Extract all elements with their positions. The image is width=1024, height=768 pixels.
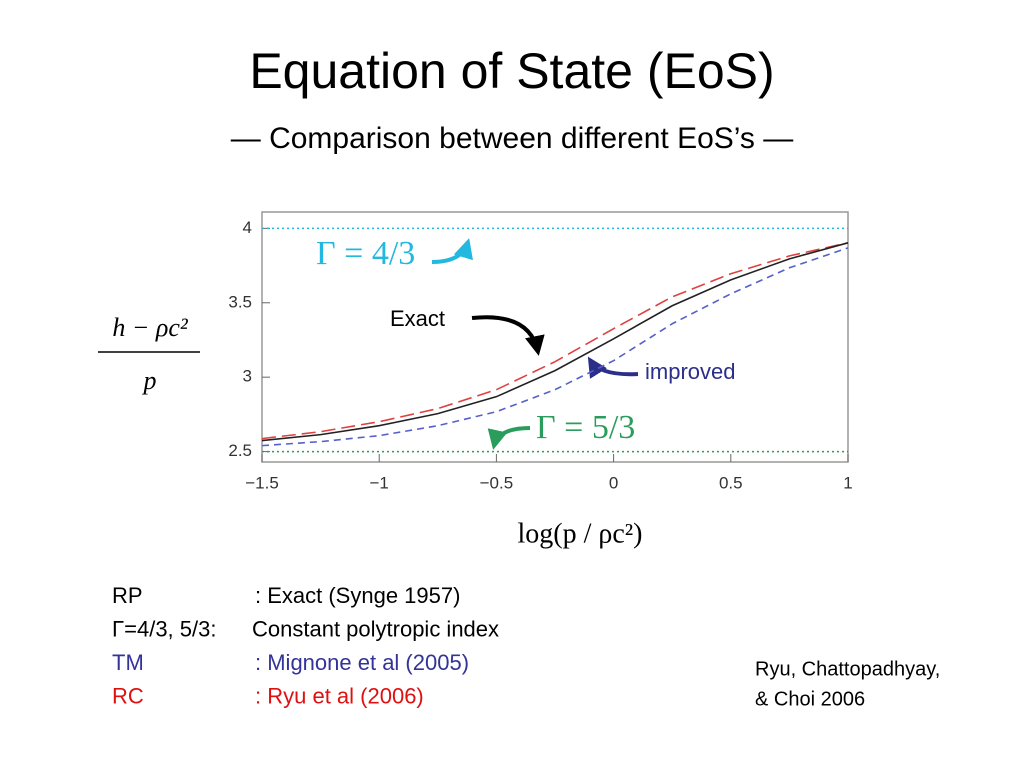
x-tick-label: 0 bbox=[609, 473, 618, 492]
x-tick-label: −0.5 bbox=[480, 473, 514, 492]
note-label: Γ=4/3, 5/3: bbox=[112, 616, 216, 641]
y-tick-label: 3 bbox=[243, 367, 252, 386]
note-text: : Exact (Synge 1957) bbox=[255, 583, 460, 608]
plot-frame bbox=[261, 211, 849, 463]
arrow bbox=[487, 426, 531, 450]
x-tick-label: 0.5 bbox=[719, 473, 743, 492]
title: Equation of State (EoS) bbox=[249, 43, 774, 99]
note-text: : Ryu et al (2006) bbox=[255, 683, 424, 708]
y-label-denominator: p bbox=[142, 366, 157, 395]
series-label: improved bbox=[645, 359, 735, 384]
series-line bbox=[261, 247, 849, 447]
note-label: RP bbox=[112, 583, 143, 608]
note-label: RC bbox=[112, 683, 144, 708]
citation: & Choi 2006 bbox=[755, 688, 865, 710]
citation: Ryu, Chattopadhyay, bbox=[755, 658, 940, 680]
y-tick-label: 3.5 bbox=[228, 292, 252, 311]
note-label: TM bbox=[112, 650, 144, 675]
series-line bbox=[261, 242, 849, 440]
y-label-numerator: h − ρc² bbox=[112, 313, 189, 342]
note-text: : Mignone et al (2005) bbox=[255, 650, 469, 675]
series-label: Exact bbox=[390, 306, 445, 331]
arrow bbox=[587, 356, 639, 379]
x-tick-label: −1 bbox=[370, 473, 389, 492]
arrow bbox=[471, 315, 545, 356]
x-tick-label: 1 bbox=[843, 473, 852, 492]
arrow bbox=[431, 238, 473, 264]
y-tick-label: 4 bbox=[243, 218, 252, 237]
x-tick-label: −1.5 bbox=[245, 473, 279, 492]
y-tick-label: 2.5 bbox=[228, 441, 252, 460]
series-line bbox=[261, 242, 849, 442]
series-label: Γ = 4/3 bbox=[316, 235, 415, 272]
x-label: log(p / ρc²) bbox=[517, 518, 642, 549]
note-text: Constant polytropic index bbox=[252, 616, 499, 641]
subtitle: — Comparison between different EoS’s — bbox=[231, 122, 794, 155]
arrows bbox=[431, 238, 639, 450]
series-label: Γ = 5/3 bbox=[536, 409, 635, 446]
